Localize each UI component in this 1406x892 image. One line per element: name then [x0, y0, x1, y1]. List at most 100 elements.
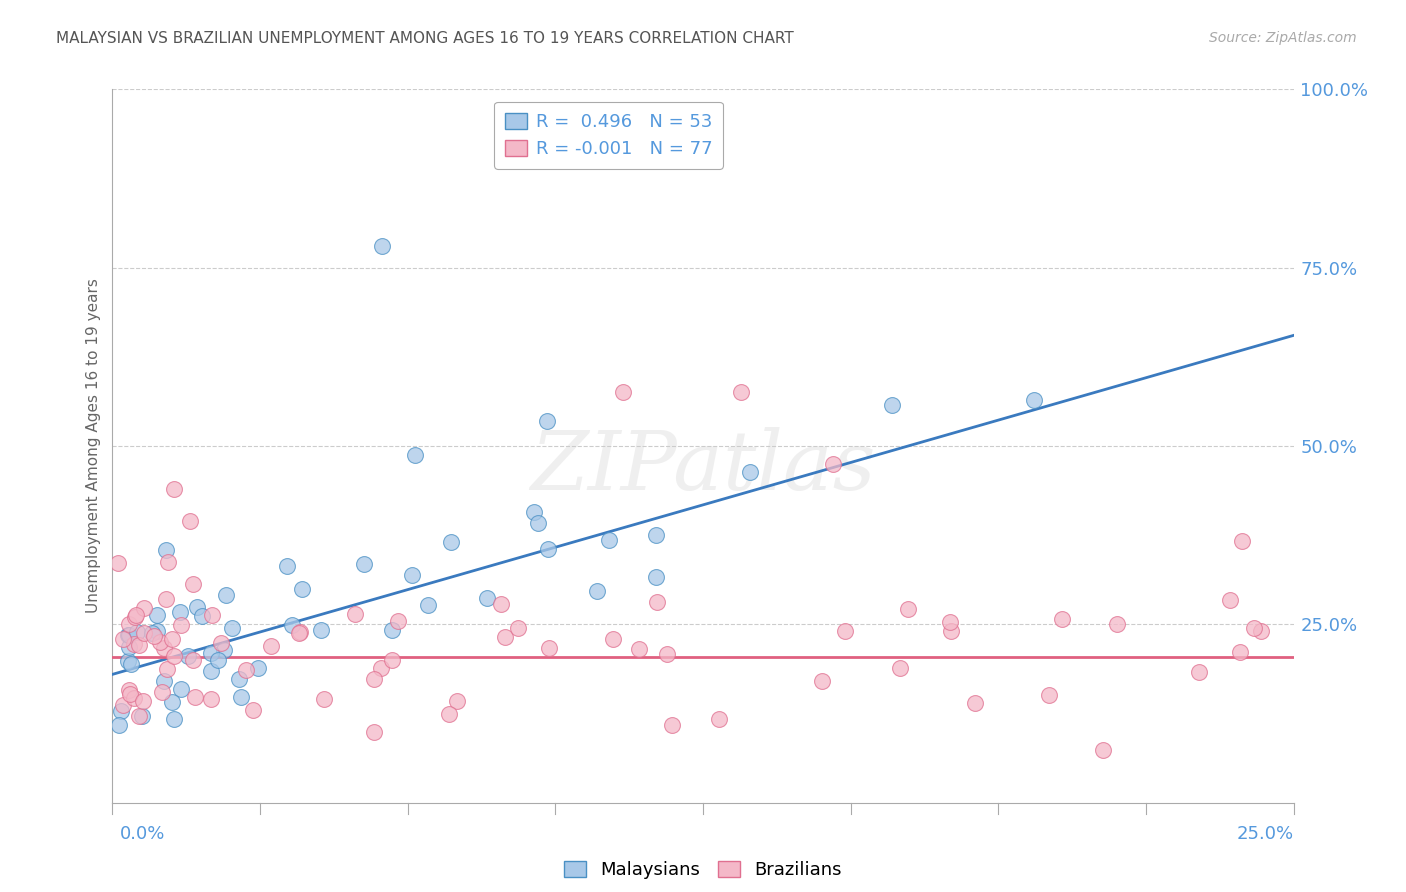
- Point: [170, 682, 193, 697]
- Point: [489, 597, 512, 611]
- Point: [963, 697, 986, 711]
- Point: [536, 414, 558, 428]
- Point: [107, 557, 129, 571]
- Point: [156, 662, 179, 676]
- Point: [134, 601, 156, 615]
- Point: [200, 664, 222, 678]
- Point: [437, 706, 460, 721]
- Point: [141, 626, 163, 640]
- Point: [118, 640, 141, 654]
- Point: [111, 632, 134, 647]
- Point: [150, 685, 173, 699]
- Point: [1038, 688, 1060, 702]
- Point: [1187, 665, 1209, 680]
- Point: [120, 687, 142, 701]
- Point: [200, 646, 222, 660]
- Point: [131, 708, 153, 723]
- Point: [184, 690, 207, 705]
- Point: [1052, 611, 1074, 625]
- Point: [586, 583, 609, 598]
- Point: [132, 625, 155, 640]
- Point: [170, 618, 193, 632]
- Point: [1229, 645, 1251, 659]
- Point: [191, 608, 214, 623]
- Point: [242, 703, 264, 717]
- Point: [212, 643, 235, 657]
- Point: [183, 653, 205, 667]
- Point: [730, 385, 752, 400]
- Point: [186, 600, 208, 615]
- Point: [177, 648, 200, 663]
- Point: [612, 385, 634, 400]
- Point: [939, 624, 962, 638]
- Point: [122, 637, 145, 651]
- Point: [128, 709, 150, 723]
- Point: [125, 608, 148, 623]
- Text: 0.0%: 0.0%: [120, 825, 165, 843]
- Point: [155, 591, 177, 606]
- Point: [370, 661, 392, 675]
- Point: [309, 623, 332, 637]
- Point: [228, 672, 250, 686]
- Point: [128, 638, 150, 652]
- Point: [260, 639, 283, 653]
- Point: [288, 625, 311, 640]
- Legend: Malaysians, Brazilians: Malaysians, Brazilians: [557, 854, 849, 887]
- Point: [127, 625, 149, 640]
- Point: [122, 690, 145, 705]
- Point: [163, 712, 186, 726]
- Point: [280, 618, 302, 632]
- Point: [1105, 617, 1128, 632]
- Point: [889, 661, 911, 675]
- Point: [215, 588, 238, 602]
- Point: [939, 615, 962, 630]
- Point: [627, 641, 650, 656]
- Point: [117, 628, 139, 642]
- Point: [506, 622, 529, 636]
- Point: [526, 516, 548, 530]
- Point: [110, 705, 132, 719]
- Point: [381, 653, 404, 667]
- Point: [163, 482, 186, 496]
- Point: [1243, 621, 1265, 635]
- Point: [363, 725, 385, 739]
- Point: [132, 694, 155, 708]
- Point: [162, 695, 184, 709]
- Point: [291, 582, 314, 596]
- Point: [598, 533, 620, 548]
- Point: [344, 607, 367, 621]
- Point: [1022, 392, 1045, 407]
- Point: [644, 528, 666, 542]
- Point: [538, 640, 561, 655]
- Point: [124, 610, 146, 624]
- Point: [880, 398, 903, 412]
- Point: [179, 514, 201, 528]
- Point: [288, 625, 311, 640]
- Point: [446, 693, 468, 707]
- Point: [118, 616, 141, 631]
- Point: [146, 607, 169, 622]
- Point: [117, 655, 139, 669]
- Point: [371, 239, 394, 253]
- Point: [235, 663, 257, 677]
- Point: [475, 591, 498, 605]
- Point: [418, 598, 440, 612]
- Point: [537, 541, 560, 556]
- Point: [142, 629, 165, 643]
- Point: [118, 628, 141, 642]
- Point: [153, 673, 176, 688]
- Point: [312, 691, 335, 706]
- Point: [644, 570, 666, 584]
- Point: [897, 602, 920, 616]
- Point: [149, 635, 172, 649]
- Point: [107, 718, 129, 732]
- Point: [440, 534, 463, 549]
- Point: [523, 506, 546, 520]
- Point: [155, 543, 177, 558]
- Point: [181, 577, 204, 591]
- Point: [709, 712, 731, 726]
- Point: [821, 457, 844, 471]
- Point: [162, 632, 184, 647]
- Point: [404, 448, 426, 462]
- Point: [1091, 743, 1114, 757]
